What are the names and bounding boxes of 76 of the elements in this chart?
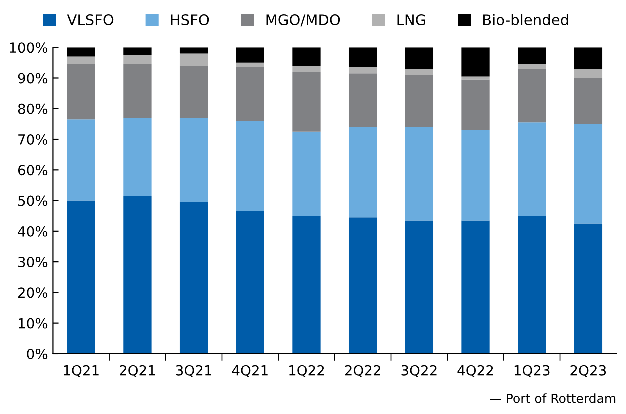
- legend-label: MGO/MDO: [266, 14, 340, 27]
- bar: [180, 66, 208, 118]
- bar: [180, 54, 208, 66]
- bar: [405, 48, 434, 70]
- bar: [292, 66, 321, 72]
- bar: [405, 220, 434, 354]
- y-tick-label: 40%: [18, 226, 48, 237]
- bar: [518, 64, 546, 70]
- x-tick-label: 1Q22: [290, 365, 324, 378]
- bar: [462, 76, 490, 80]
- bar: [67, 64, 96, 120]
- bar: [574, 78, 603, 124]
- bar: [462, 130, 490, 221]
- bar: [462, 80, 490, 130]
- bar: [574, 224, 603, 354]
- bar: [574, 69, 603, 78]
- bar: [574, 124, 603, 224]
- bar: [124, 118, 152, 196]
- bar: [124, 55, 152, 64]
- bar: [348, 74, 378, 128]
- bar: [518, 216, 546, 354]
- x-tick-label: 1Q23: [514, 365, 550, 378]
- bar: [348, 68, 378, 74]
- x-tick-label: 2Q21: [120, 365, 156, 378]
- y-tick-label: 90%: [18, 73, 48, 84]
- legend-label: HSFO: [171, 14, 210, 26]
- bar: [574, 48, 603, 70]
- bar: [124, 64, 152, 118]
- legend-label: VLSFO: [67, 14, 114, 26]
- bar: [348, 127, 378, 218]
- bar: [348, 218, 378, 354]
- x-tick-label: 2Q22: [345, 365, 380, 378]
- x-tick-label: 4Q22: [458, 365, 494, 378]
- bar: [292, 216, 321, 354]
- bar: [518, 48, 546, 64]
- legend-label: LNG: [398, 14, 426, 26]
- bar: [67, 48, 96, 57]
- y-tick-label: 10%: [19, 318, 48, 329]
- bar: [67, 120, 96, 201]
- bar: [180, 118, 208, 202]
- bar: [292, 48, 321, 66]
- y-tick-label: 100%: [10, 42, 48, 54]
- bar: [405, 69, 434, 76]
- y-tick-label: 0%: [27, 348, 48, 360]
- legend-label: Bio-blended: [484, 14, 568, 26]
- y-tick-label: 20%: [18, 288, 48, 298]
- bar: [462, 48, 490, 77]
- bar: [405, 127, 434, 221]
- bar: [292, 132, 321, 216]
- bar: [292, 72, 321, 132]
- bar: [67, 56, 96, 64]
- bar: [405, 75, 434, 128]
- bar: [180, 202, 208, 354]
- bar: [124, 196, 152, 354]
- bar: [518, 69, 546, 123]
- y-tick-label: 50%: [18, 196, 48, 206]
- bar: [236, 62, 264, 68]
- y-tick-label: 60%: [18, 165, 48, 176]
- x-tick-label: 4Q21: [232, 365, 268, 378]
- x-tick-label: 3Q22: [402, 365, 437, 378]
- y-tick-label: 70%: [18, 134, 48, 145]
- y-tick-label: 30%: [18, 257, 48, 268]
- x-tick-label: 3Q21: [176, 365, 212, 378]
- bar: [124, 48, 152, 56]
- bar: [236, 121, 264, 212]
- bar: [236, 48, 264, 63]
- bar: [518, 122, 546, 216]
- bar: [236, 68, 264, 122]
- bar: [236, 212, 264, 354]
- x-tick-label: 2Q23: [570, 365, 606, 378]
- bar: [348, 48, 378, 68]
- x-tick-label: 1Q21: [64, 365, 99, 378]
- text: — Port of Rotterdam: [490, 394, 616, 404]
- bar: [462, 220, 490, 354]
- y-tick-label: 80%: [18, 104, 48, 114]
- bar: [67, 200, 96, 354]
